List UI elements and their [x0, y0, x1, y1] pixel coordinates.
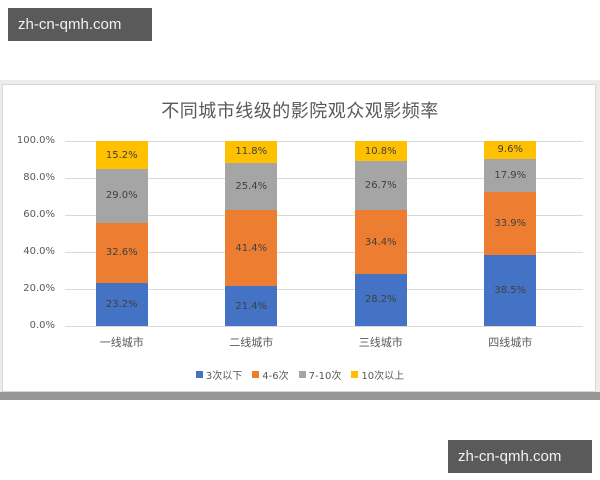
bar-segment: 17.9%: [484, 158, 537, 192]
bar-segment: 41.4%: [225, 209, 278, 287]
legend-swatch-icon: [298, 371, 306, 378]
y-tick-label: 80.0%: [23, 172, 55, 183]
bar-segment: 33.9%: [484, 191, 537, 255]
bar-segment: 11.8%: [225, 141, 278, 163]
bar-segment: 25.4%: [225, 162, 278, 210]
gridline: [65, 326, 583, 327]
bar-segment: 32.6%: [95, 222, 148, 284]
y-tick-label: 0.0%: [29, 320, 55, 331]
y-tick-label: 40.0%: [23, 246, 55, 257]
legend-item: 4-6次: [252, 367, 289, 382]
gridline: [65, 178, 583, 179]
y-tick-label: 20.0%: [23, 283, 55, 294]
bar-segment: 34.4%: [354, 210, 407, 274]
bar-segment: 10.8%: [354, 141, 407, 161]
x-category-label: 三线城市: [358, 336, 403, 349]
legend-swatch-icon: [351, 371, 359, 378]
bar-segment: 21.4%: [225, 286, 278, 326]
gridline: [65, 141, 583, 142]
bar-segment: 26.7%: [354, 160, 407, 211]
x-category-label: 四线城市: [488, 336, 533, 349]
legend-item: 10次以上: [351, 367, 404, 382]
stacked-bar: 21.4% 41.4% 25.4% 11.8%: [225, 141, 278, 326]
legend-swatch-icon: [252, 371, 260, 378]
legend-item: 7-10次: [298, 367, 342, 382]
legend-label: 4-6次: [262, 371, 289, 382]
bar-segment: 29.0%: [95, 169, 148, 223]
bar-segment: 23.2%: [95, 283, 148, 326]
x-category-label: 二线城市: [229, 336, 274, 349]
x-category-label: 一线城市: [99, 336, 144, 349]
bar-segment: 9.6%: [484, 141, 537, 159]
watermark-bottom: zh-cn-qmh.com: [448, 440, 592, 473]
legend-label: 7-10次: [308, 371, 342, 382]
bar-segment: 15.2%: [95, 141, 148, 170]
gridline: [65, 215, 583, 216]
y-tick-label: 60.0%: [23, 209, 55, 220]
chart-title: 不同城市线级的影院观众观影频率: [161, 101, 439, 122]
stacked-bar: 23.2% 32.6% 29.0% 15.2%: [95, 141, 148, 326]
legend-label: 3次以下: [205, 371, 243, 382]
bar-segment: 38.5%: [484, 254, 537, 326]
legend-swatch-icon: [195, 371, 203, 378]
gridline: [65, 289, 583, 290]
legend: 3次以下 4-6次 7-10次 10次以上: [3, 367, 597, 382]
stacked-bar: 38.5% 33.9% 17.9% 9.6%: [484, 141, 537, 326]
bar-segment: 28.2%: [354, 273, 407, 326]
legend-item: 3次以下: [195, 367, 243, 382]
watermark-top: zh-cn-qmh.com: [8, 8, 152, 41]
gridline: [65, 252, 583, 253]
stacked-bar: 28.2% 34.4% 26.7% 10.8%: [354, 141, 407, 326]
plot-area: 0.0% 20.0% 40.0% 60.0% 80.0% 100.0% 23.2% 32.6%…: [17, 135, 583, 349]
y-tick-label: 100.0%: [16, 135, 55, 146]
chart-frame: 不同城市线级的影院观众观影频率 0.0% 20.0% 40.0% 60.0% 80.0%…: [0, 80, 600, 398]
bottom-divider: [0, 392, 600, 400]
legend-label: 10次以上: [361, 371, 405, 382]
chart-area: 不同城市线级的影院观众观影频率 0.0% 20.0% 40.0% 60.0% 80.0%…: [2, 84, 596, 392]
